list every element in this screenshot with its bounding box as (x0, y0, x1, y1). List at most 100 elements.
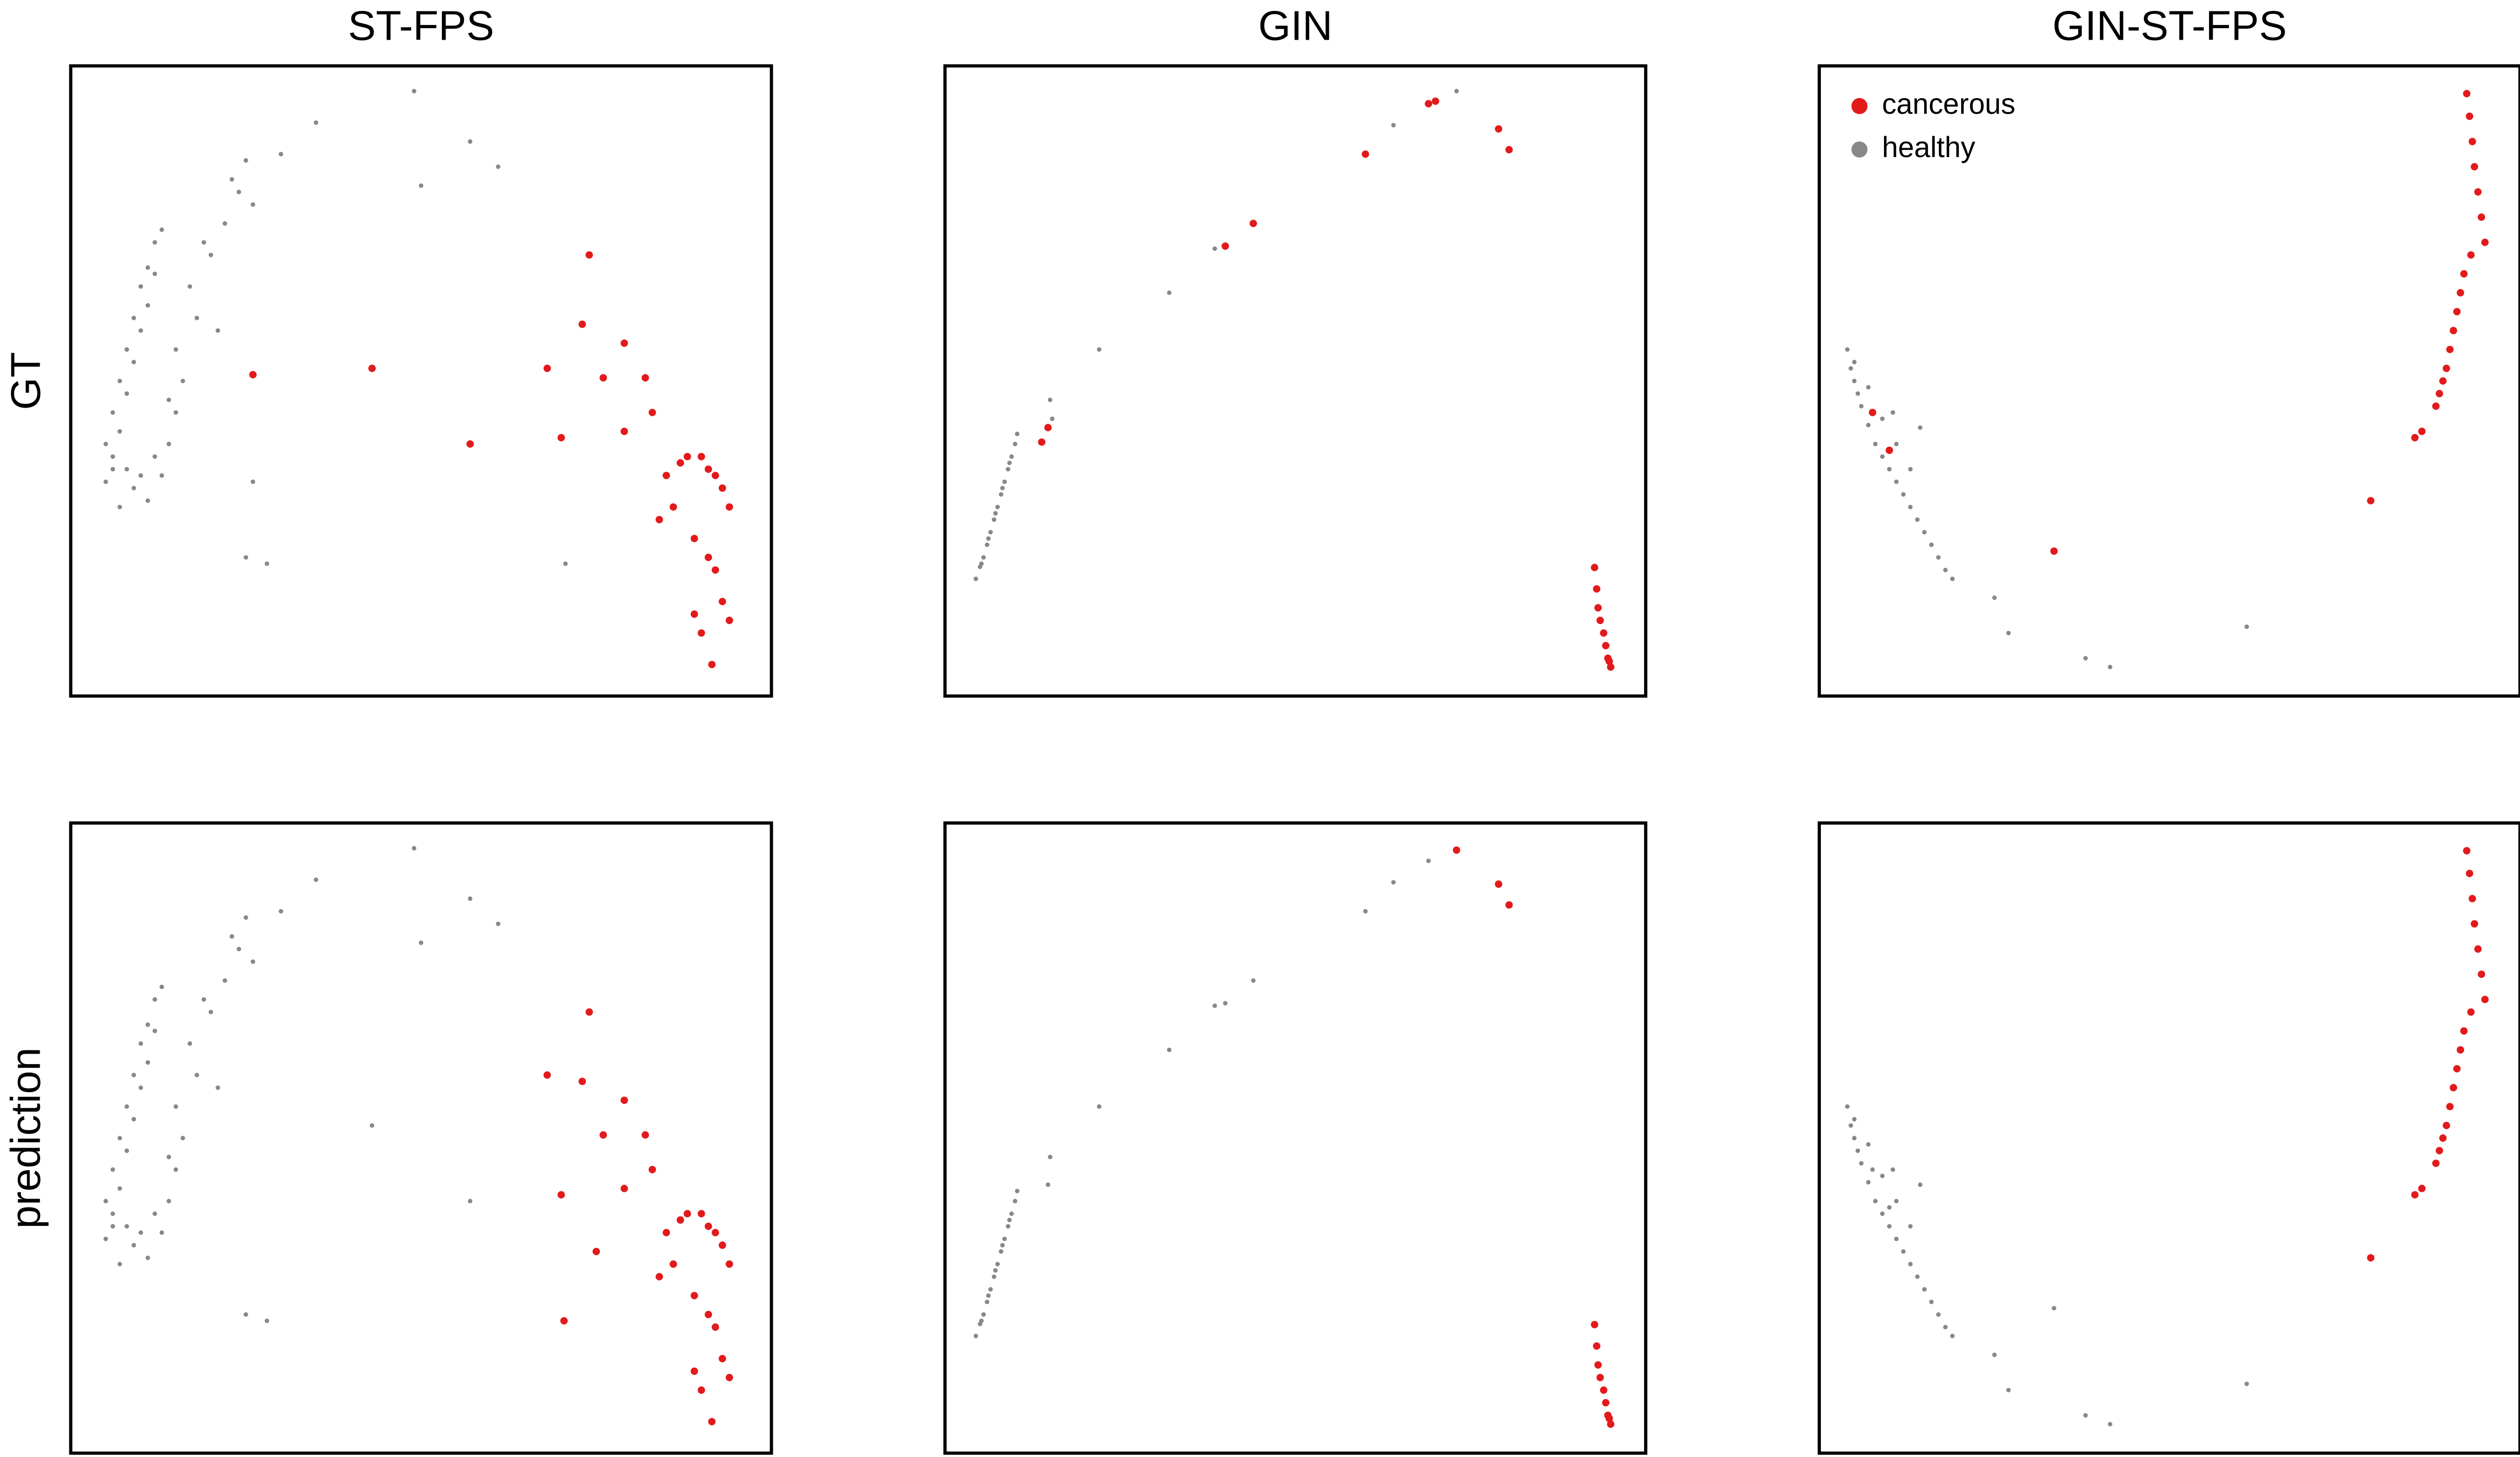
point (2083, 656, 2088, 661)
point (669, 503, 677, 511)
point (1593, 585, 1601, 593)
point (995, 1262, 1000, 1267)
point (592, 1248, 600, 1256)
point (1890, 1167, 1895, 1172)
point (676, 1216, 685, 1224)
point (1868, 409, 1877, 416)
point (2442, 1121, 2451, 1129)
point (1000, 1243, 1005, 1248)
point (138, 1085, 143, 1090)
point (1852, 378, 1857, 384)
point (159, 984, 164, 989)
point (1097, 1104, 1102, 1109)
point (2467, 1008, 2475, 1016)
point (412, 89, 416, 93)
point (265, 1318, 269, 1323)
point (1009, 454, 1014, 459)
point (166, 397, 171, 402)
point (138, 1041, 143, 1046)
point (1013, 441, 1017, 447)
point (145, 303, 150, 308)
point (1594, 604, 1602, 612)
point (467, 1199, 473, 1203)
point (1936, 555, 1941, 560)
point (117, 378, 122, 384)
point (2470, 163, 2478, 171)
point (986, 1293, 991, 1298)
column-title: GIN-ST-FPS (2053, 3, 2287, 49)
point (620, 1185, 628, 1192)
point (985, 542, 990, 547)
point (2460, 270, 2468, 278)
point (1607, 1420, 1615, 1428)
point (1007, 1217, 1012, 1223)
legend-label: cancerous (1882, 88, 2015, 120)
point (181, 1136, 185, 1141)
point (1605, 658, 1613, 665)
point (2481, 238, 2489, 246)
point (995, 505, 1000, 509)
point (2450, 1084, 2457, 1092)
point (2411, 434, 2419, 441)
point (560, 1317, 568, 1325)
point (1213, 246, 1217, 251)
point (2107, 664, 2113, 670)
point (1600, 629, 1607, 637)
point (641, 1131, 649, 1139)
point (1950, 1333, 1955, 1339)
point (1852, 1117, 1857, 1121)
point (2083, 1413, 2088, 1418)
point (244, 158, 248, 163)
row-label: GT (3, 352, 49, 410)
point (1594, 1361, 1602, 1369)
point (718, 1241, 726, 1249)
point (1866, 385, 1871, 390)
point (152, 454, 158, 459)
point (131, 360, 136, 365)
point (173, 1167, 178, 1172)
point (981, 1312, 986, 1317)
point (1894, 1236, 1899, 1241)
plot-frame (69, 821, 773, 1455)
point (418, 183, 424, 188)
plot-frame (943, 821, 1648, 1455)
point (208, 1010, 213, 1014)
point (110, 1211, 115, 1216)
point (683, 452, 691, 461)
point (181, 378, 185, 384)
point (1002, 479, 1007, 484)
point (2244, 624, 2249, 629)
point (578, 320, 586, 328)
point (1908, 1262, 1913, 1267)
point (1908, 505, 1913, 509)
point (1887, 1205, 1892, 1210)
point (979, 561, 984, 566)
point (704, 465, 712, 473)
point (1901, 1249, 1906, 1254)
point (1426, 858, 1431, 863)
plot-frame (69, 64, 773, 698)
point (2435, 1147, 2443, 1155)
point (988, 530, 993, 535)
point (585, 1008, 593, 1016)
point (2466, 112, 2474, 120)
point (145, 498, 150, 503)
point (467, 896, 473, 901)
point (725, 1260, 734, 1268)
point (1591, 1321, 1599, 1329)
legend-marker (1851, 141, 1868, 158)
point (991, 517, 997, 522)
point (159, 227, 164, 232)
point (663, 472, 670, 480)
point (1391, 123, 1396, 128)
point (1050, 416, 1055, 421)
point (117, 429, 122, 434)
point (412, 846, 416, 851)
point (1936, 1312, 1941, 1317)
point (1015, 1188, 1019, 1193)
point (712, 1228, 719, 1237)
point (683, 1210, 691, 1217)
point (2446, 345, 2454, 353)
point (1363, 909, 1368, 914)
